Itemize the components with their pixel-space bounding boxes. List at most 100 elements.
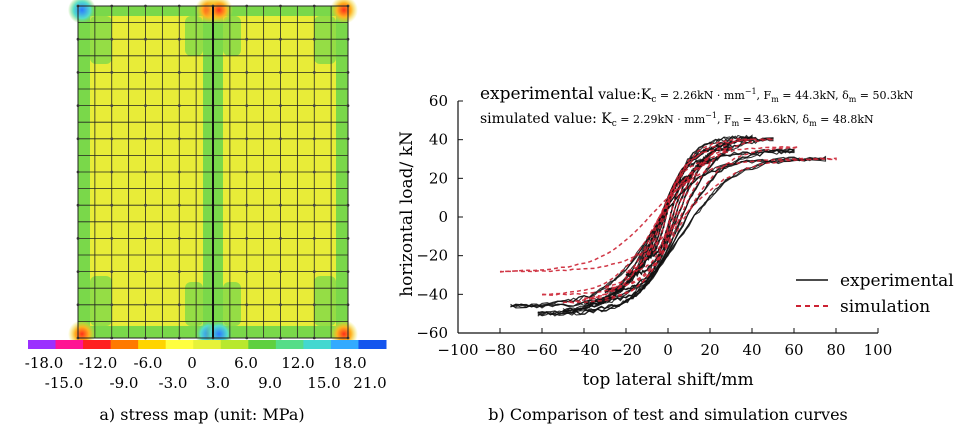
stress-edge-bulge xyxy=(90,16,112,64)
stress-grid-node xyxy=(177,270,181,273)
annotation-line-1: experimental value:Kc = 2.26kN · mm−1, F… xyxy=(480,84,914,105)
y-tick-label: 20 xyxy=(429,169,448,187)
series-experimental-loop xyxy=(537,148,795,317)
y-tick-label: −60 xyxy=(416,324,448,342)
series-experimental-loop xyxy=(583,134,753,306)
stress-grid-node xyxy=(279,237,282,240)
x-tick-label: 100 xyxy=(864,341,893,359)
colorbar-label-bottom: -15.0 xyxy=(45,374,83,392)
colorbar-labels: -18.0 -12.0 -6.0 0 6.0 12.0 18.0 -15.0 -9.0 -3.0 3… xyxy=(25,354,387,392)
stress-grid-node xyxy=(279,37,282,41)
stress-grid-node xyxy=(144,170,147,174)
stress-grid-node xyxy=(245,137,249,141)
colorbar-swatch xyxy=(220,340,249,349)
series-layer xyxy=(499,134,837,317)
stress-grid-node xyxy=(279,137,282,141)
stress-grid-node xyxy=(144,203,147,207)
stress-grid-node xyxy=(245,170,249,174)
stress-grid-node xyxy=(245,37,249,41)
legend-label-simulation: simulation xyxy=(840,297,930,317)
y-tick-label: −20 xyxy=(416,247,448,265)
colorbar-swatch xyxy=(248,340,277,349)
stress-grid-node xyxy=(312,203,316,207)
x-tick-label: 60 xyxy=(784,341,803,359)
stress-grid-node xyxy=(279,270,282,273)
colorbar-swatch xyxy=(330,340,359,349)
stress-grid-node xyxy=(110,104,114,107)
stress-grid-node xyxy=(312,71,316,74)
series-simulation-loop xyxy=(583,138,753,300)
stress-grid-node xyxy=(110,203,114,207)
stress-grid-node xyxy=(144,237,147,240)
stress-grid-node xyxy=(144,303,147,307)
colorbar-swatch xyxy=(165,340,194,349)
colorbar-swatch xyxy=(110,340,139,349)
stress-edge-bulge xyxy=(223,16,241,56)
x-axis-label: top lateral shift/mm xyxy=(582,370,753,390)
colorbar-label-top: 6.0 xyxy=(234,354,258,372)
colorbar-swatch xyxy=(83,340,112,349)
stress-edge-bulge xyxy=(223,282,241,326)
stress-grid-node xyxy=(177,237,181,240)
stress-grid-node xyxy=(144,270,147,273)
colorbar-swatch xyxy=(193,340,222,349)
colorbar-swatch xyxy=(358,340,387,349)
y-tick-label: −40 xyxy=(416,285,448,303)
stress-grid-node xyxy=(245,71,249,74)
colorbar-label-top: -6.0 xyxy=(134,354,163,372)
y-tick-label: 0 xyxy=(438,208,448,226)
stress-grid-node xyxy=(279,170,282,174)
stress-grid-node xyxy=(279,71,282,74)
stress-grid-node xyxy=(245,303,249,307)
stress-grid-node xyxy=(312,270,316,273)
colorbar-label-bottom: 15.0 xyxy=(307,374,340,392)
stress-grid-node xyxy=(144,71,147,74)
y-tick-label: 60 xyxy=(429,92,448,110)
y-axis-label: horizontal load/ kN xyxy=(397,131,417,297)
caption-a: a) stress map (unit: MPa) xyxy=(99,405,304,424)
y-tick-label: 40 xyxy=(429,131,448,149)
colorbar-swatch xyxy=(303,340,332,349)
colorbar-label-top: -12.0 xyxy=(79,354,117,372)
stress-grid-node xyxy=(177,104,181,107)
stress-grid-node xyxy=(177,71,181,74)
series-simulation-loop xyxy=(499,157,837,273)
stress-edge-bulge xyxy=(185,282,203,326)
stress-edge-bulge xyxy=(185,16,203,56)
x-tick-label: −20 xyxy=(610,341,642,359)
colorbar-label-top: -18.0 xyxy=(25,354,63,372)
stress-grid-node xyxy=(110,137,114,141)
stress-frame xyxy=(77,5,349,339)
stress-grid-node xyxy=(279,203,282,207)
colorbar-swatch xyxy=(55,340,84,349)
series-simulation-loop xyxy=(562,138,774,304)
colorbar-swatch xyxy=(28,340,57,349)
colorbar-swatch xyxy=(275,340,304,349)
x-tick-label: 20 xyxy=(700,341,719,359)
colorbar xyxy=(28,340,387,349)
x-tick-label: 0 xyxy=(663,341,673,359)
x-tick-label: −60 xyxy=(526,341,558,359)
colorbar-label-bottom: 21.0 xyxy=(353,374,386,392)
stress-grid-node xyxy=(144,137,147,141)
x-tick-label: 40 xyxy=(742,341,761,359)
x-tick-label: −100 xyxy=(437,341,478,359)
stress-grid-node xyxy=(144,104,147,107)
legend-label-experimental: experimental xyxy=(840,271,954,291)
stress-grid-node xyxy=(279,104,282,107)
stress-grid-node xyxy=(177,303,181,307)
axes: −100 −80 −60 −40 −20 0 20 40 60 80 100 −60 −40 −20 0 20… xyxy=(416,92,892,359)
series-experimental-loop xyxy=(583,134,753,305)
stress-edge-bulge xyxy=(90,276,112,326)
stress-grid-node xyxy=(279,303,282,307)
stress-edge-bulge xyxy=(314,16,336,64)
colorbar-label-top: 0 xyxy=(187,354,197,372)
legend: experimental simulation xyxy=(796,271,954,317)
stress-grid-node xyxy=(245,270,249,273)
series-simulation-loop xyxy=(625,160,711,274)
stress-grid-node xyxy=(144,37,147,41)
x-tick-label: 80 xyxy=(826,341,845,359)
stress-grid-node xyxy=(177,137,181,141)
colorbar-label-bottom: -3.0 xyxy=(159,374,188,392)
stress-grid-node xyxy=(110,37,114,41)
